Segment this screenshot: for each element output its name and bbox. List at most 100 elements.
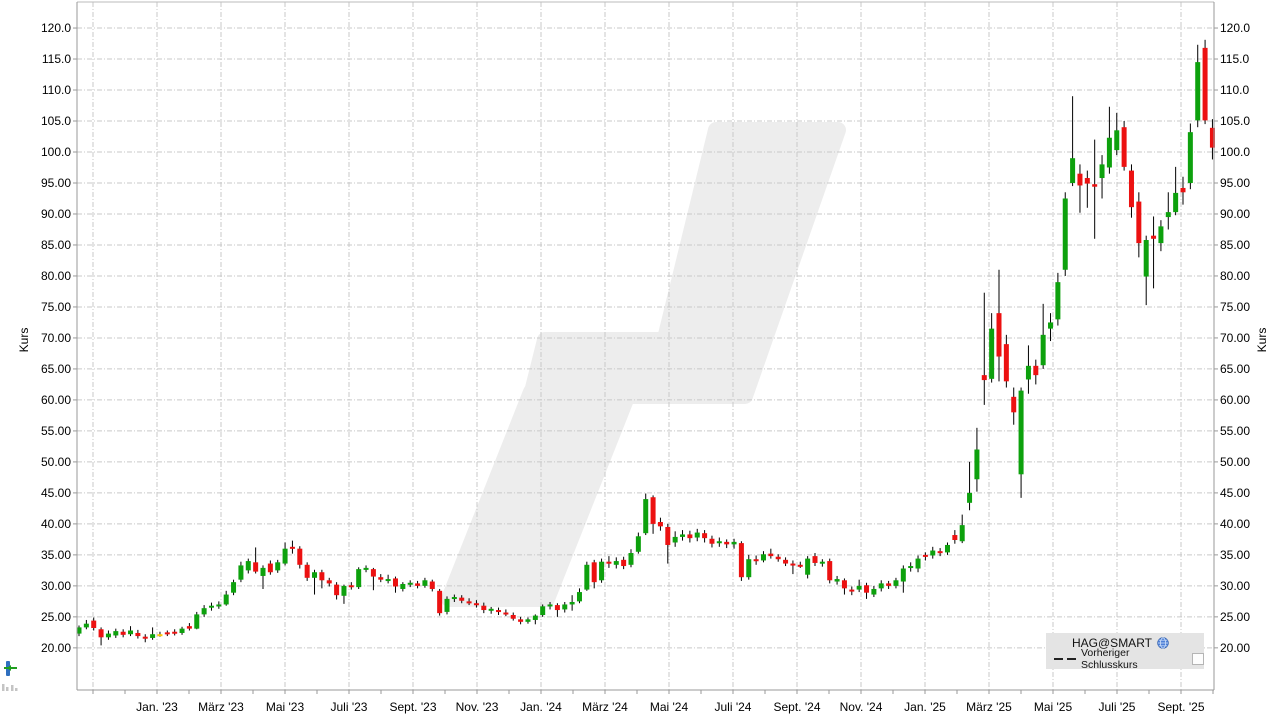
legend-prev-close-label: Vorheriger Schlusskurs	[1081, 646, 1138, 671]
candle-body	[819, 561, 825, 564]
candle-body	[569, 601, 575, 605]
candle-body	[518, 619, 524, 622]
candle-week-77	[643, 493, 649, 536]
candle-week-43	[392, 576, 398, 593]
candle-body	[1209, 127, 1215, 148]
candle-week-37	[348, 582, 354, 590]
candle-week-41	[378, 574, 384, 583]
candle-week-120	[959, 514, 965, 544]
candle-week-44	[400, 582, 406, 592]
candle-week-129	[1025, 345, 1031, 394]
candle-body	[915, 558, 921, 569]
candle-body	[334, 584, 340, 596]
candle-body	[981, 375, 987, 381]
candle-week-105	[849, 586, 855, 596]
candle-week-27	[275, 559, 281, 573]
candle-week-111	[893, 577, 899, 589]
candle-body	[1048, 322, 1054, 329]
candle-body	[930, 550, 936, 556]
candle-week-121	[967, 461, 973, 511]
candle-body	[304, 564, 310, 578]
y-axis-tick-label-right: 55.00	[1220, 424, 1250, 438]
candle-body	[201, 608, 207, 615]
candle-week-55	[481, 602, 487, 614]
candle-week-136	[1077, 164, 1083, 213]
candle-week-154	[1209, 119, 1215, 160]
y-axis-tick-label-right: 115.0	[1220, 52, 1249, 66]
candle-week-70	[591, 559, 597, 589]
candle-body	[1202, 47, 1208, 121]
candle-body	[231, 582, 237, 593]
candle-week-149	[1173, 166, 1179, 216]
candle-week-124	[989, 313, 995, 383]
candle-week-22	[238, 561, 244, 583]
y-axis-tick-label-left: 105.0	[41, 114, 71, 128]
candle-body	[488, 608, 494, 611]
candle-body	[1018, 390, 1024, 475]
candle-week-107	[864, 582, 870, 599]
candle-week-51	[451, 594, 457, 602]
candle-week-85	[702, 530, 708, 543]
candle-body	[753, 559, 759, 562]
candle-body	[128, 630, 134, 635]
candle-body	[584, 564, 590, 590]
candle-body	[606, 561, 612, 564]
candle-week-45	[407, 580, 413, 588]
candle-body	[157, 634, 163, 637]
candle-week-23	[245, 558, 251, 574]
candle-week-142	[1121, 121, 1127, 171]
y-axis-tick-label-left: 20.00	[41, 641, 71, 655]
candle-body	[716, 541, 722, 544]
candle-week-3	[98, 627, 104, 646]
y-axis-tick-label-right: 70.00	[1220, 331, 1250, 345]
candle-week-97	[790, 560, 796, 575]
candle-week-93	[760, 551, 766, 563]
candle-week-52	[459, 595, 465, 604]
candle-week-133	[1055, 272, 1061, 326]
candle-week-6	[120, 629, 126, 638]
prev-close-checkbox[interactable]	[1192, 652, 1204, 665]
chart-legend: HAG@SMART Vorheriger Schlusskurs	[1046, 633, 1204, 671]
candle-week-66	[562, 601, 568, 613]
candle-week-89	[731, 538, 737, 549]
candle-body	[886, 583, 892, 586]
candle-body	[1180, 187, 1186, 193]
candle-week-7	[128, 626, 134, 637]
candle-week-83	[687, 530, 693, 543]
candle-body	[503, 612, 509, 615]
candle-body	[665, 526, 671, 545]
candle-week-113	[908, 562, 914, 572]
y-axis-title-left: Kurs	[17, 327, 31, 353]
candle-body	[407, 582, 413, 585]
volume-bars-icon[interactable]	[2, 684, 18, 691]
candle-body	[599, 561, 605, 581]
candle-week-126	[1003, 334, 1009, 388]
candle-body	[1062, 198, 1068, 270]
candle-week-46	[415, 580, 421, 589]
candle-week-128	[1018, 387, 1024, 498]
candle-body	[760, 554, 766, 561]
candle-week-31	[304, 562, 310, 581]
candle-body	[768, 553, 774, 557]
y-axis-tick-label-right: 30.00	[1220, 579, 1250, 593]
candle-week-79	[657, 517, 663, 531]
price-marker-icon[interactable]	[4, 661, 17, 676]
x-axis-tick-label: Nov. '23	[456, 700, 499, 714]
candle-body	[451, 597, 457, 600]
candle-week-34	[326, 577, 332, 587]
candle-body	[348, 585, 354, 588]
y-axis-tick-label-right: 95.00	[1220, 176, 1250, 190]
candle-week-5	[113, 628, 119, 638]
y-axis-tick-label-right: 35.00	[1220, 548, 1250, 562]
candle-week-54	[473, 600, 479, 608]
candle-body	[1025, 365, 1031, 380]
candle-week-15	[186, 623, 192, 631]
candle-week-125	[996, 269, 1002, 382]
candle-week-25	[260, 565, 266, 589]
candle-week-40	[370, 567, 376, 591]
candle-body	[422, 580, 428, 586]
candle-week-140	[1106, 106, 1112, 174]
y-axis-tick-label-right: 110.0	[1220, 83, 1249, 97]
y-axis-tick-label-right: 105.0	[1220, 114, 1250, 128]
